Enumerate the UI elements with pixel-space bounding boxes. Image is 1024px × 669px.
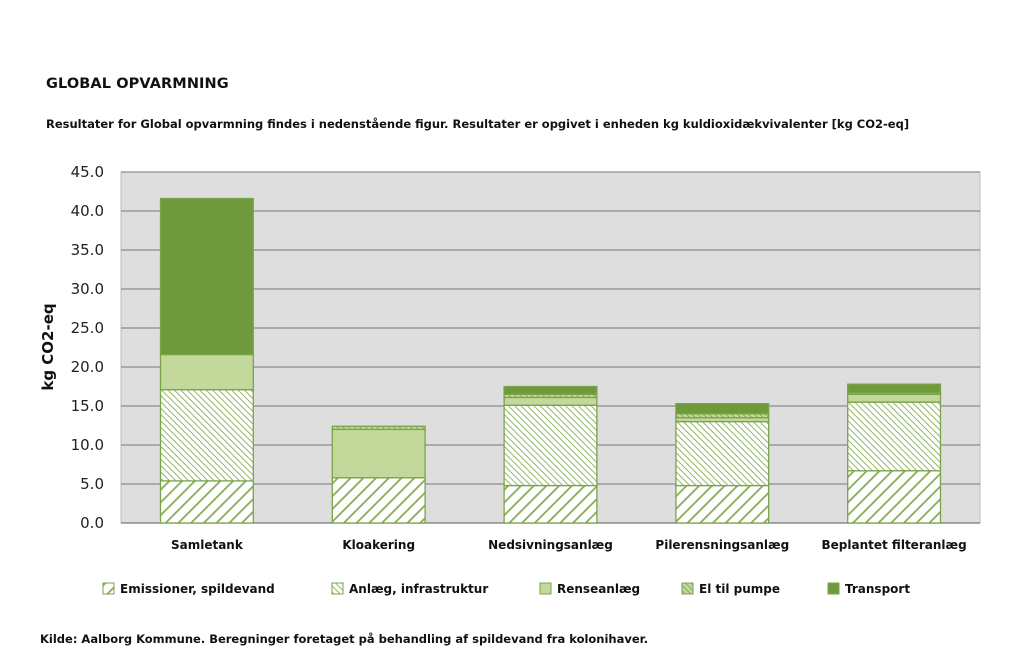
bars — [159, 197, 942, 524]
bar-segment — [159, 353, 254, 391]
source-note: Kilde: Aalborg Kommune. Beregninger fore… — [40, 632, 649, 646]
y-tick-label: 45.0 — [71, 163, 104, 181]
bar-segment — [847, 383, 942, 394]
bar-segment — [331, 477, 426, 524]
legend-label: Anlæg, infrastruktur — [349, 582, 488, 596]
bar-segment — [675, 420, 770, 487]
bar-segment — [331, 428, 426, 479]
legend-swatch — [539, 582, 552, 595]
legend-label: Emissioner, spildevand — [120, 582, 275, 596]
y-tick-label: 15.0 — [71, 397, 104, 415]
x-category-label: Nedsivningsanlæg — [488, 538, 613, 552]
x-category-label: Samletank — [171, 538, 244, 552]
y-axis-label: kg CO2-eq — [39, 303, 57, 390]
y-tick-label: 35.0 — [71, 241, 104, 259]
bar-segment — [675, 403, 770, 415]
bar-segment — [159, 197, 254, 356]
bar-segment — [159, 480, 254, 524]
legend-swatch — [102, 582, 115, 595]
bar-segment — [503, 484, 598, 524]
bar-segment — [503, 396, 598, 406]
chart-heading: GLOBAL OPVARMNING — [46, 76, 229, 92]
bar-segment — [675, 484, 770, 524]
legend-swatch — [681, 582, 694, 595]
legend-label: Transport — [845, 582, 910, 596]
chart-subtitle: Resultater for Global opvarmning findes … — [46, 117, 910, 131]
legend-swatch — [827, 582, 840, 595]
y-tick-label: 0.0 — [80, 514, 104, 532]
legend-label: El til pumpe — [699, 582, 780, 596]
y-tick-label: 30.0 — [71, 280, 104, 298]
y-tick-label: 5.0 — [80, 475, 104, 493]
x-axis-categories: Samletank Kloakering Nedsivningsanlæg Piler… — [171, 538, 967, 552]
bar-segment — [159, 388, 254, 482]
y-tick-label: 20.0 — [71, 358, 104, 376]
bar-segment — [847, 401, 942, 472]
bar-segment — [503, 385, 598, 395]
legend-swatch — [331, 582, 344, 595]
x-category-label: Kloakering — [342, 538, 415, 552]
bar-segment — [847, 393, 942, 403]
legend-label: Renseanlæg — [557, 582, 640, 596]
y-axis-ticks: 0.0 5.0 10.0 15.0 20.0 25.0 30.0 35.0 40.0 45.0 — [71, 163, 104, 532]
y-tick-label: 10.0 — [71, 436, 104, 454]
y-tick-label: 25.0 — [71, 319, 104, 337]
legend: Emissioner, spildevand Anlæg, infrastrukt… — [102, 582, 910, 596]
x-category-label: Beplantet filteranlæg — [822, 538, 967, 552]
bar-segment — [331, 425, 426, 431]
bar-segment — [503, 404, 598, 487]
bar-segment — [847, 470, 942, 524]
y-tick-label: 40.0 — [71, 202, 104, 220]
x-category-label: Pilerensningsanlæg — [655, 538, 789, 552]
